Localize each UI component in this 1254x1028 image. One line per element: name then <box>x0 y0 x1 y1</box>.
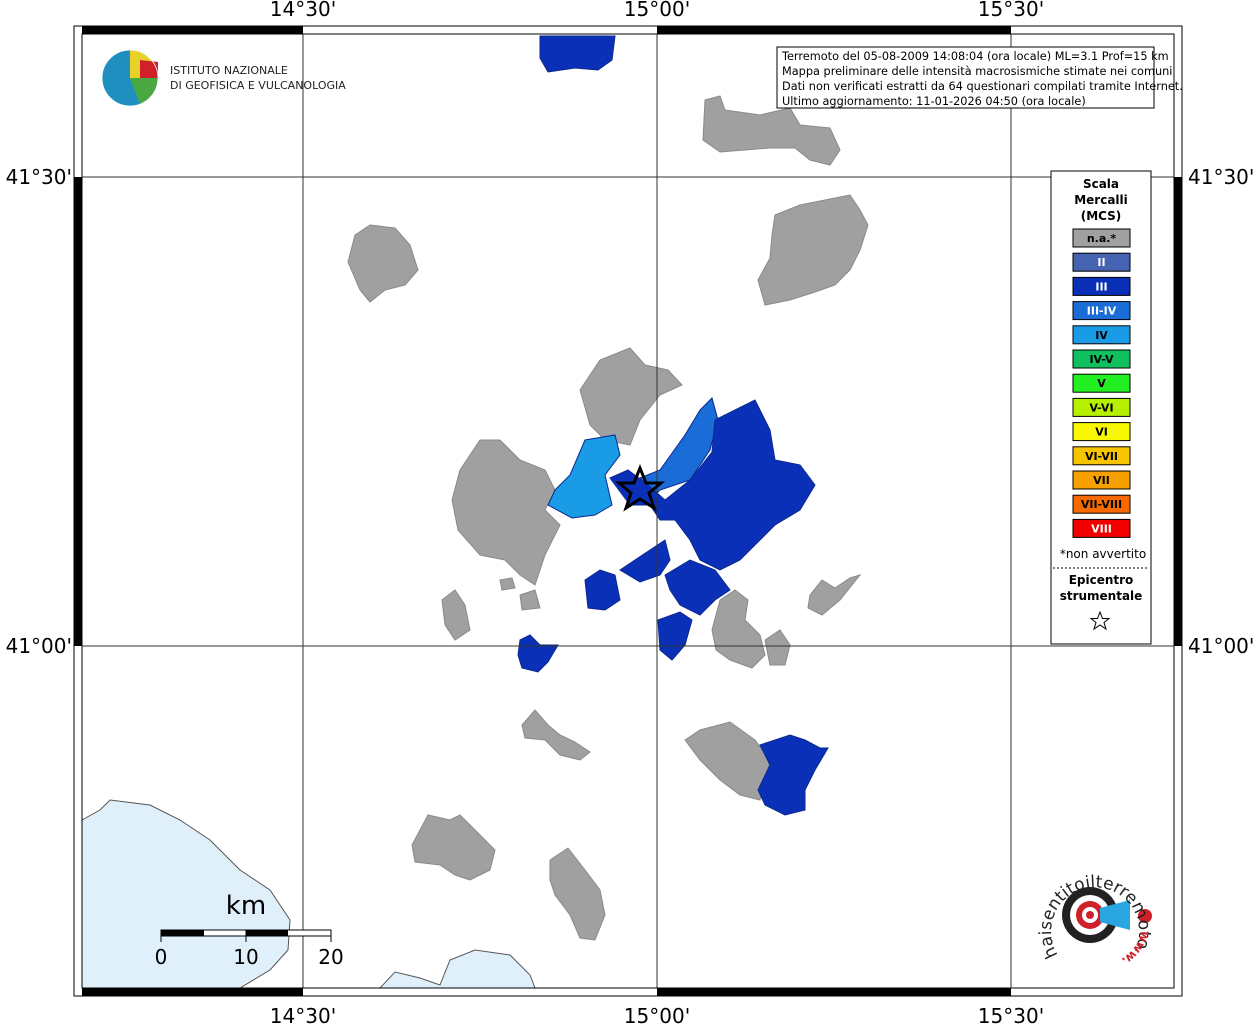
scale-unit: km <box>226 891 266 921</box>
legend-swatch <box>1072 373 1131 393</box>
lat-label: 41°00' <box>1188 634 1254 658</box>
info-line: Mappa preliminare delle intensità macros… <box>782 65 1172 78</box>
legend-swatch <box>1072 301 1131 321</box>
legend-label: VII-VIII <box>1081 498 1122 511</box>
legend-swatch <box>1072 446 1131 466</box>
legend-swatch <box>1072 349 1131 369</box>
graticule <box>82 34 1174 988</box>
info-line: Terremoto del 05-08-2009 14:08:04 (ora l… <box>781 50 1169 63</box>
legend-swatch <box>1072 518 1131 538</box>
legend-title: Mercalli <box>1074 193 1128 207</box>
lon-label: 15°30' <box>978 0 1044 21</box>
epicenter <box>614 463 666 512</box>
logo-text: ISTITUTO NAZIONALE <box>170 64 288 77</box>
legend-epicenter: Epicentro <box>1069 573 1134 587</box>
info-box: Terremoto del 05-08-2009 14:08:04 (ora l… <box>776 46 1183 109</box>
lon-label: 15°00' <box>624 1004 690 1024</box>
legend-label: VI <box>1095 426 1108 439</box>
legend-epicenter: strumentale <box>1060 589 1143 603</box>
logo-text: DI GEOFISICA E VULCANOLOGIA <box>170 79 346 92</box>
legend-label: III-IV <box>1087 305 1117 318</box>
legend-label: VIII <box>1091 522 1112 535</box>
lon-label: 15°00' <box>624 0 690 21</box>
scale-label: 0 <box>155 945 168 969</box>
info-line: Dati non verificati estratti da 64 quest… <box>782 80 1183 93</box>
legend-label: VI-VII <box>1085 450 1118 463</box>
legend-swatch <box>1072 276 1131 296</box>
legend-note: *non avvertito <box>1060 547 1146 561</box>
legend-label: V <box>1097 377 1106 390</box>
info-line: Ultimo aggiornamento: 11-01-2026 04:50 (… <box>782 95 1086 108</box>
legend-title: (MCS) <box>1081 209 1122 223</box>
scale-label: 10 <box>233 945 258 969</box>
legend-swatch <box>1072 494 1131 514</box>
lon-label: 14°30' <box>270 1004 336 1024</box>
legend-swatch <box>1072 252 1131 272</box>
legend-label: V-VI <box>1089 401 1113 414</box>
legend-title: Scala <box>1083 177 1119 191</box>
legend-label: IV-V <box>1089 353 1114 366</box>
frame <box>73 25 1183 997</box>
lat-label: 41°30' <box>1188 165 1254 189</box>
sea <box>81 799 536 989</box>
legend-swatch <box>1072 228 1131 248</box>
lat-label: 41°00' <box>6 634 72 658</box>
legend-label: VII <box>1093 474 1110 487</box>
scale-bar: km 0 10 20 <box>155 891 344 969</box>
legend: Scala Mercalli (MCS) *non avvertito Epic… <box>1050 170 1152 645</box>
lon-label: 15°30' <box>978 1004 1044 1024</box>
lon-label: 14°30' <box>270 0 336 21</box>
municipalities <box>347 35 869 941</box>
ingv-logo: ISTITUTO NAZIONALE DI GEOFISICA E VULCAN… <box>101 49 346 107</box>
scale-label: 20 <box>318 945 343 969</box>
legend-swatch <box>1072 470 1131 490</box>
legend-swatch <box>1072 397 1131 417</box>
lat-label: 41°30' <box>6 165 72 189</box>
legend-label: IV <box>1095 329 1108 342</box>
legend-label: II <box>1097 256 1105 269</box>
legend-label: n.a.* <box>1087 232 1117 245</box>
legend-swatch <box>1072 325 1131 345</box>
legend-label: III <box>1095 280 1107 293</box>
legend-swatch <box>1072 422 1131 442</box>
